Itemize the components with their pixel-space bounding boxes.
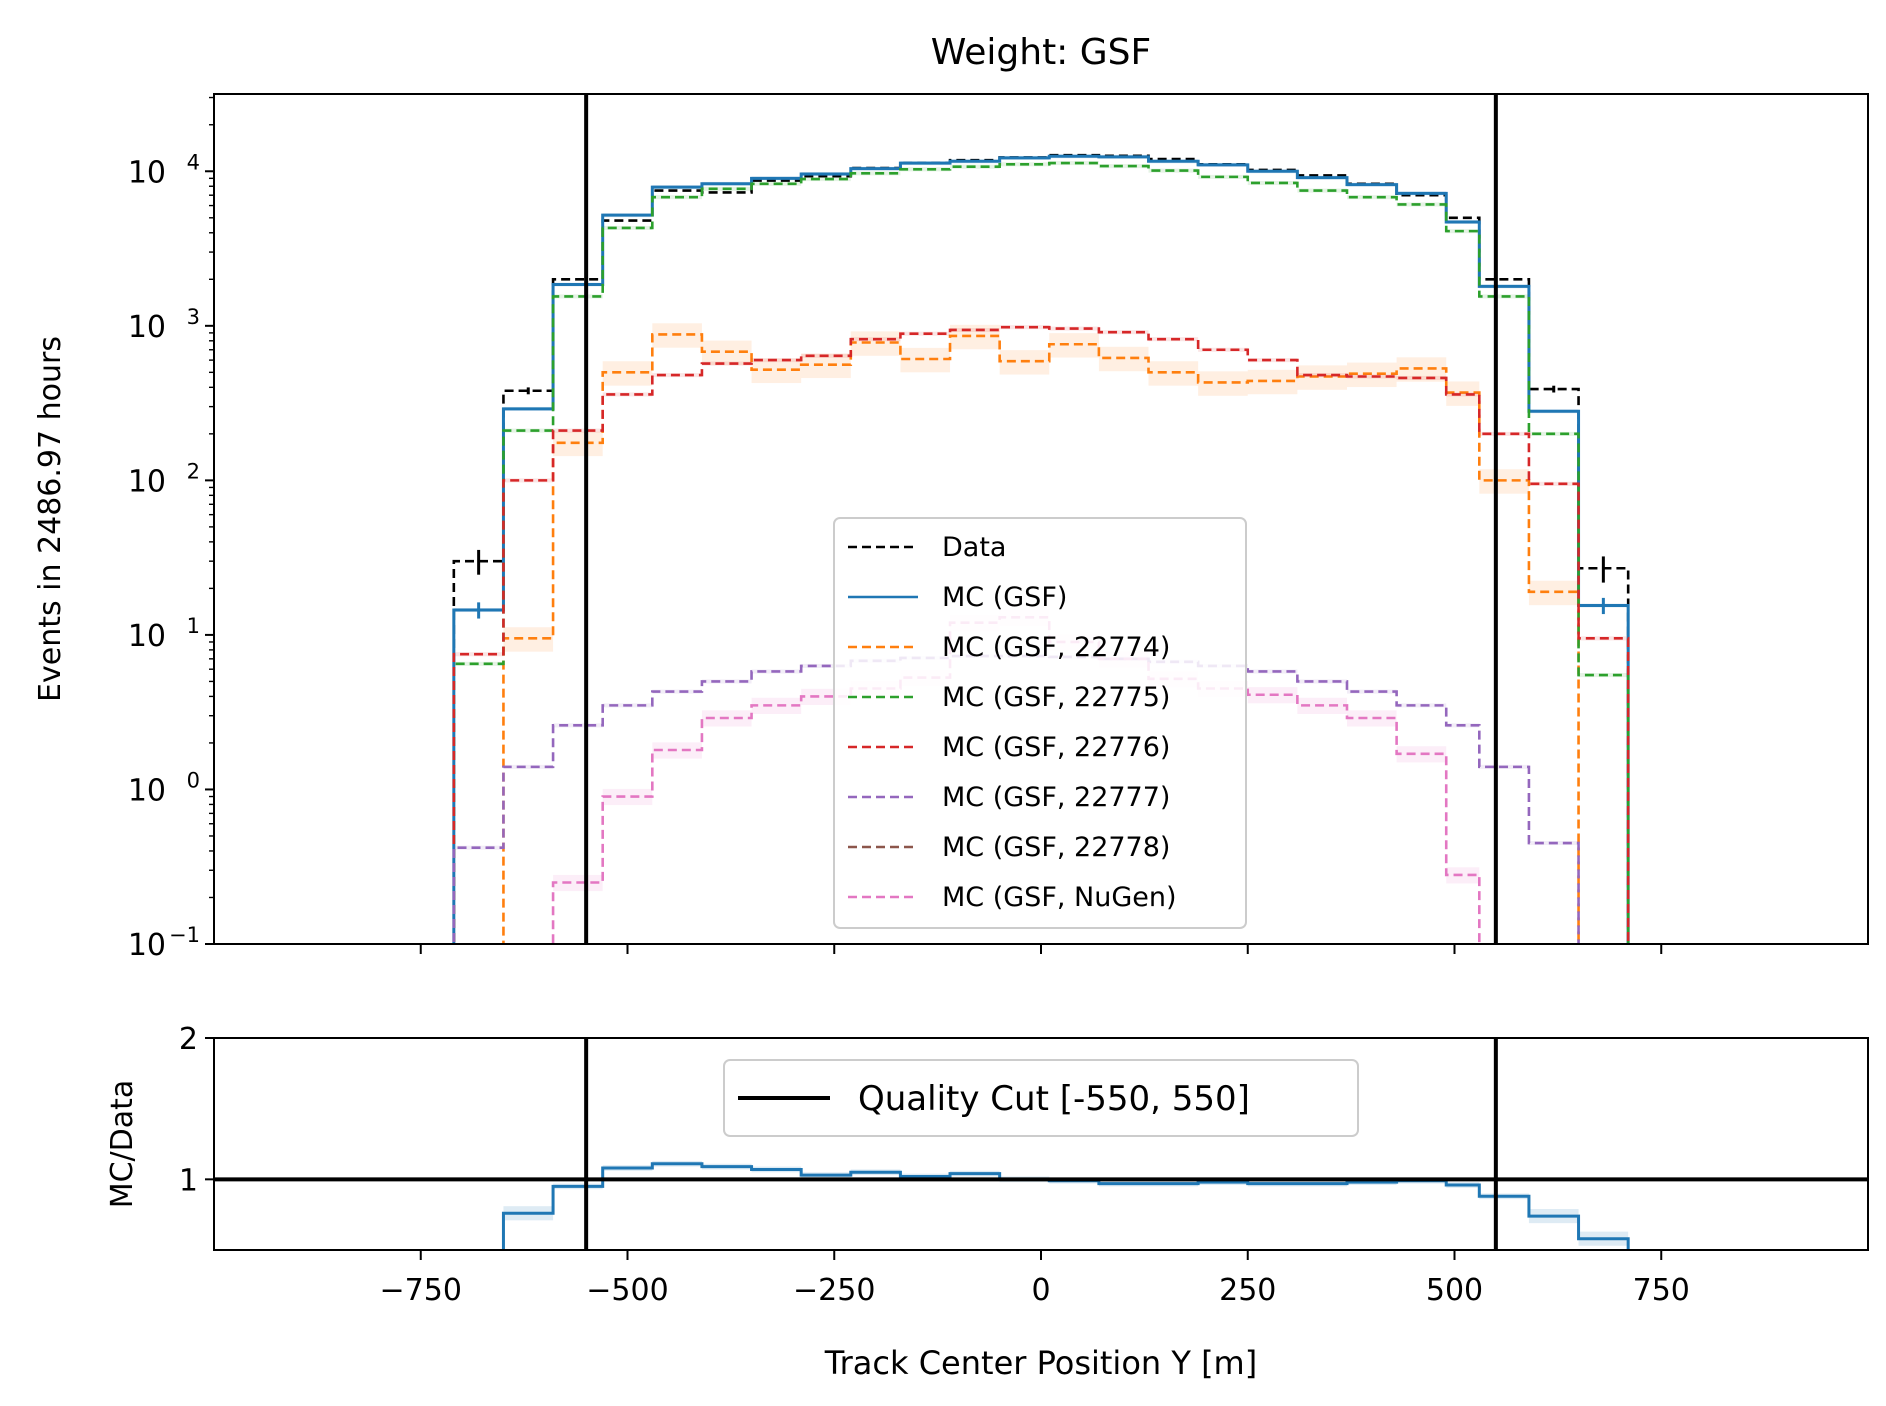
band-mc-gsf-22776 [1446,392,1480,397]
legend-label-mc-gsf-22778: MC (GSF, 22778) [942,832,1170,863]
band-mc-gsf-nugen [652,742,702,759]
y-tick-label: 10 [128,619,166,654]
band-mc-gsf-22776 [1528,481,1579,486]
x-tick-label: 250 [1219,1273,1276,1308]
legend-label-mc-gsf-22777: MC (GSF, 22777) [942,782,1170,813]
ratio-y-tick-label: 1 [179,1163,198,1198]
main-legend-box [833,517,1247,929]
x-axis-label: Track Center Position Y [m] [824,1344,1257,1382]
ratio-y-axis-label: MC/Data [105,1080,140,1209]
series-line-mc-gsf-nugen [551,616,1481,944]
ratio-legend-box [723,1059,1359,1137]
ratio-legend-label: Quality Cut [-550, 550] [858,1079,1250,1119]
series-line-mc-gsf-22776 [452,325,1630,944]
legend-label-data: Data [942,532,1006,563]
legend-label-mc-gsf-22775: MC (GSF, 22775) [942,682,1170,713]
ratio-legend: Quality Cut [-550, 550] [723,1059,1359,1137]
y-tick-label: 10 [128,773,166,808]
band-mc-gsf-nugen [751,697,802,714]
band-mc-gsf-22775 [1049,161,1099,166]
x-tick-label: −500 [586,1273,668,1308]
ratio-panel: 1 2 −750 −500 −250 0 250 500 750 MC/Data Track … [105,1022,1869,1382]
x-tick-label: −750 [380,1273,462,1308]
band-mc-gsf-22776 [950,327,1000,333]
x-tick-label: −250 [793,1273,875,1308]
main-legend: Data MC (GSF) MC (GSF, 22774) MC (GSF, 2277… [833,517,1247,929]
band-mc-gsf-22776 [1396,375,1447,380]
x-tick-label: 500 [1426,1273,1483,1308]
y-tick-label-exponent: 0 [187,768,200,792]
band-mc-gsf-22776 [701,361,752,366]
y-tick-label-exponent: 2 [187,459,200,483]
y-tick-label-exponent: 1 [187,614,200,638]
legend-label-mc-gsf-nugen: MC (GSF, NuGen) [942,882,1177,913]
x-tick-label: 0 [1031,1273,1050,1308]
legend-label-mc-gsf: MC (GSF) [942,582,1067,613]
band-mc-gsf-nugen [602,788,653,806]
y-tick-label: 10 [128,155,166,190]
y-tick-label: 10 [128,310,166,345]
legend-label-mc-gsf-22776: MC (GSF, 22776) [942,732,1170,763]
band-mc-gsf-22777 [652,689,702,694]
band-mc-gsf-22775 [900,167,951,172]
y-tick-label-exponent: −1 [169,923,200,947]
band-mc-gsf-22776 [1247,358,1298,363]
main-y-axis-label: Events in 2486.97 hours [33,336,68,702]
x-tick-label: 750 [1633,1273,1690,1308]
band-mc-gsf-22777 [503,764,554,769]
band-mc-gsf-nugen [1346,710,1397,727]
ratio-y-tick-label: 2 [179,1022,198,1057]
y-tick-label-exponent: 4 [187,150,200,174]
band-mc-gsf-22775 [1098,164,1149,169]
band-mc-gsf-22775 [503,428,554,433]
band-mc-gsf-22776 [999,325,1050,330]
band-mc-gsf-nugen [1446,867,1480,884]
band-mc-gsf-22775 [1396,202,1447,207]
y-tick-label: 10 [128,928,166,963]
y-tick-label: 10 [128,464,166,499]
legend-label-mc-gsf-22774: MC (GSF, 22774) [942,632,1170,663]
chart-title: Weight: GSF [931,32,1151,73]
series-line-mc-gsf-22774 [502,333,1580,944]
series-line-mc-gsf-22775 [452,161,1630,944]
y-tick-label-exponent: 3 [187,305,200,329]
band-mc-gsf-22775 [553,294,603,299]
